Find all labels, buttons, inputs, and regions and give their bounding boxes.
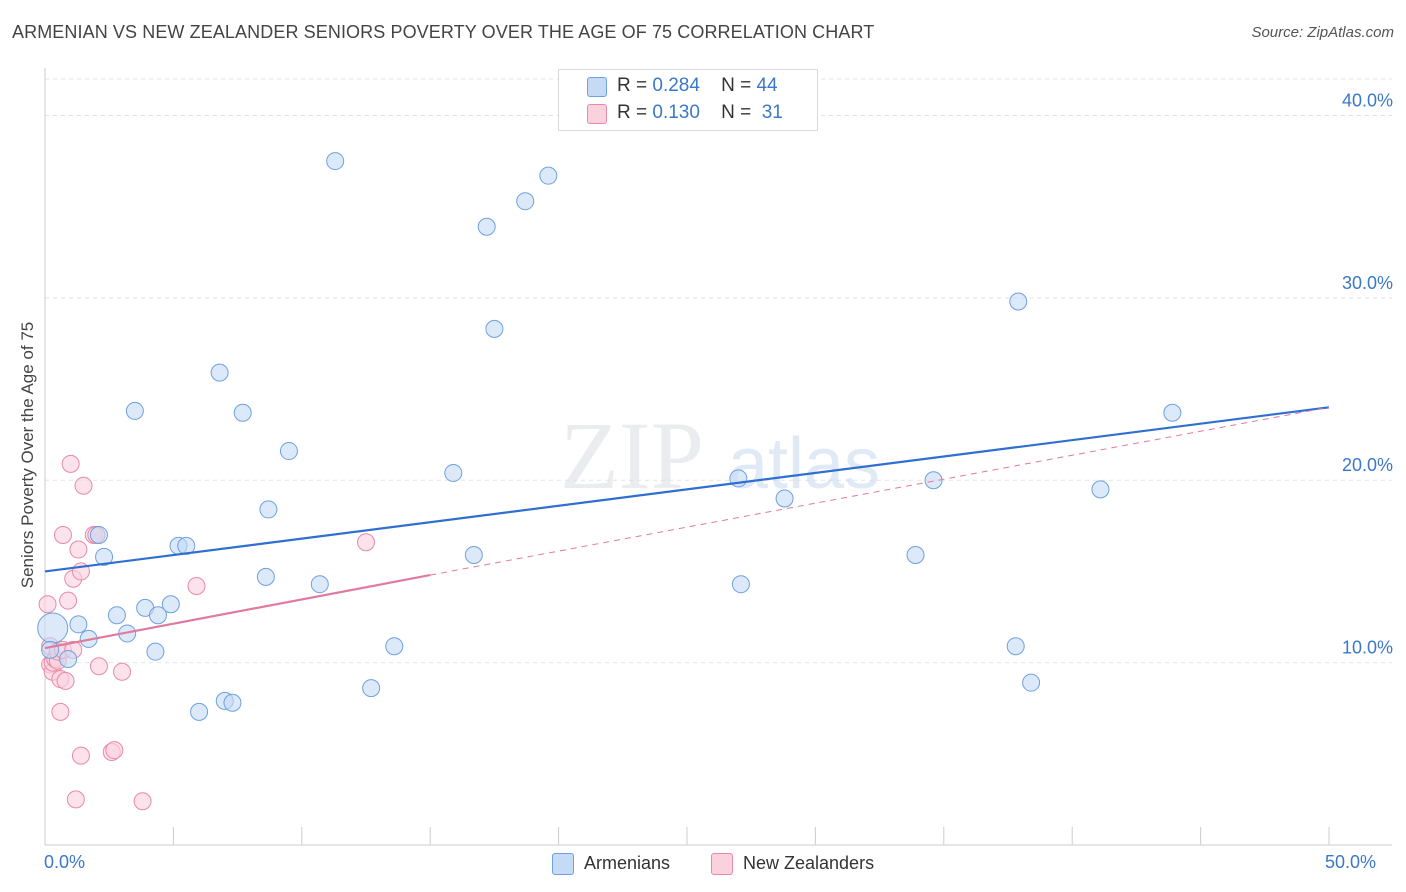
point-new-zealanders [89,657,108,676]
x-tick-label-max: 50.0% [1325,852,1377,872]
legend-label-new-zealanders: New Zealanders [743,853,875,873]
point-armenians [385,637,404,656]
point-armenians [256,567,275,586]
point-armenians [1163,403,1182,422]
y-tick-label: 40.0% [1342,90,1393,110]
trend-lines [44,406,1330,650]
point-armenians [233,403,252,422]
point-new-zealanders [51,702,70,721]
legend-label-armenians: Armenians [584,853,671,873]
x-tick-label-min: 0.0% [44,852,86,872]
point-new-zealanders [113,662,132,681]
point-armenians [731,575,750,594]
point-new-zealanders [187,577,206,596]
point-new-zealanders [59,591,78,610]
point-armenians [37,612,69,644]
point-armenians [1091,480,1110,499]
point-armenians [464,546,483,565]
point-armenians [41,640,60,659]
armenians-swatch [587,77,607,97]
y-tick-label: 20.0% [1342,455,1393,475]
point-armenians [326,152,345,171]
point-armenians [59,649,78,668]
trend-line-new-zealanders-extended [430,406,1330,576]
point-armenians [1009,292,1028,311]
y-tick-label: 30.0% [1342,273,1393,293]
point-armenians [362,679,381,698]
point-armenians [146,642,165,661]
point-armenians [148,606,167,625]
point-new-zealanders [53,525,72,544]
point-armenians [223,693,242,712]
point-armenians [477,217,496,236]
watermark-zip: ZIP [560,402,704,509]
point-armenians [1022,673,1041,692]
new-zealanders-swatch [587,104,607,124]
armenians-legend-swatch [552,853,574,875]
point-new-zealanders [357,533,375,552]
point-armenians [210,363,229,382]
r-value: 0.284 [652,75,700,96]
point-new-zealanders [71,746,90,765]
watermark: ZIP atlas [560,402,880,509]
point-new-zealanders [56,671,75,690]
n-value: 31 [761,102,783,123]
point-new-zealanders [69,540,88,559]
y-axis-label: Seniors Poverty Over the Age of 75 [18,321,37,589]
trend-line-armenians [44,406,1330,573]
point-new-zealanders [38,595,57,614]
point-armenians [906,546,925,565]
point-armenians [444,463,463,482]
point-armenians [279,442,298,461]
point-armenians [125,401,144,420]
r-label: R = [617,75,648,96]
trend-line-new-zealanders [44,573,431,650]
stats-legend: R = 0.284 N = 44 R = 0.130 N = 31 [558,69,818,131]
n-label: N = [721,75,752,96]
point-armenians [516,192,535,211]
point-armenians [107,606,126,625]
point-armenians [539,166,558,185]
source-label: Source: ZipAtlas.com [1251,24,1394,41]
point-armenians [259,500,278,519]
y-tick-label: 10.0% [1342,638,1393,658]
new-zealanders-legend-swatch [711,853,733,875]
r-label: R = [617,102,648,123]
point-armenians [1006,637,1025,656]
point-new-zealanders [105,741,124,760]
n-label: N = [721,102,752,123]
point-armenians [485,319,504,338]
point-armenians [69,615,88,634]
n-value: 44 [756,75,778,96]
point-new-zealanders [66,790,85,809]
point-armenians [89,525,108,544]
grid-lines [45,78,1392,664]
point-armenians [190,702,209,721]
chart-title: ARMENIAN VS NEW ZEALANDER SENIORS POVERT… [12,22,875,42]
watermark-atlas: atlas [728,424,880,504]
point-new-zealanders [74,476,93,495]
point-armenians [95,547,114,566]
point-armenians [161,595,180,614]
point-armenians [775,489,794,508]
y-tick-labels: 10.0% 20.0% 30.0% 40.0% [1342,90,1393,657]
point-new-zealanders [61,454,80,473]
axes [44,68,1392,846]
point-armenians [924,471,943,490]
r-value: 0.130 [652,102,700,123]
point-new-zealanders [133,792,152,811]
point-armenians [310,575,329,594]
